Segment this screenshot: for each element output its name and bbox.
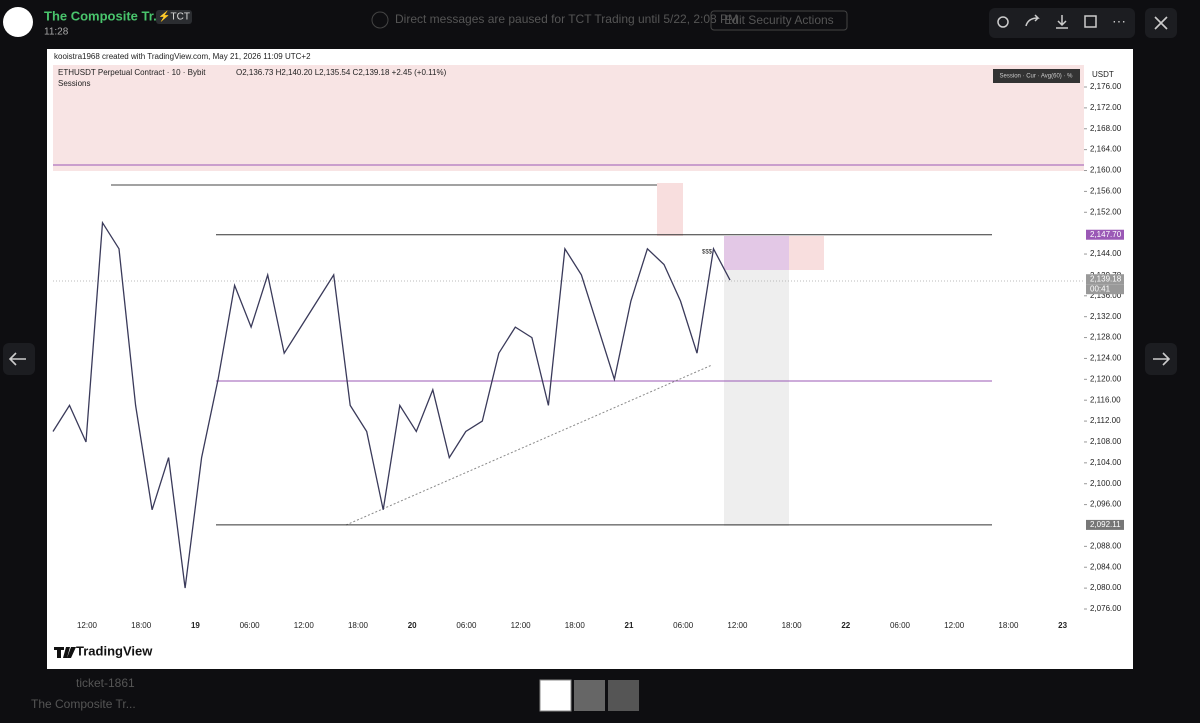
channel: ticket-1861 [76, 676, 135, 690]
thumbnail[interactable] [539, 679, 572, 712]
y-tick-label: 2,100.00 [1090, 479, 1122, 488]
y-tick-label: 2,120.00 [1090, 374, 1122, 383]
y-tick-label: 2,144.00 [1090, 249, 1122, 258]
indicator: Sessions [58, 79, 90, 88]
stop-zone-overlay [724, 236, 789, 270]
zone [657, 183, 683, 236]
close-icon[interactable] [1154, 16, 1168, 30]
chart-title: ETHUSDT Perpetual Contract · 10 · Bybit [58, 68, 206, 77]
y-tick-label: 2,096.00 [1090, 500, 1122, 509]
y-tick-label: 2,168.00 [1090, 124, 1122, 133]
x-tick-label: 21 [625, 621, 634, 630]
y-tick-label: 2,176.00 [1090, 82, 1122, 91]
brand: TradingView [76, 643, 153, 658]
y-tick-label: 2,132.00 [1090, 312, 1122, 321]
y-tick-label: 2,136.00 [1090, 291, 1122, 300]
countdown: 00:41 [1090, 284, 1111, 293]
y-tick-label: 2,164.00 [1090, 145, 1122, 154]
y-tick-label: 2,076.00 [1090, 604, 1122, 613]
download-button[interactable] [1056, 15, 1068, 29]
countdown-bg [1086, 284, 1124, 295]
target-zone [724, 270, 789, 526]
y-tick-label: 2,128.00 [1090, 333, 1122, 342]
y-tick-label: 2,084.00 [1090, 562, 1122, 571]
x-tick-label: 12:00 [511, 621, 532, 630]
ohlc: O2,136.73 H2,140.20 L2,135.54 C2,139.18 … [236, 68, 447, 77]
notice-icon [371, 11, 389, 29]
x-tick-label: 06:00 [240, 621, 261, 630]
legend-box [993, 69, 1080, 83]
prev-icon[interactable] [8, 352, 26, 366]
x-tick-label: 12:00 [727, 621, 748, 630]
y-tick-label: 2,108.00 [1090, 437, 1122, 446]
price-line [52, 220, 731, 589]
zoom-button[interactable] [997, 16, 1009, 28]
x-tick-label: 12:00 [944, 621, 965, 630]
x-tick-label: 18:00 [348, 621, 369, 630]
server-avatar [3, 7, 33, 37]
x-tick-label: 06:00 [890, 621, 911, 630]
price-badge-label: 2,092.11 [1090, 520, 1121, 529]
open-button[interactable] [1084, 15, 1097, 28]
more-button[interactable]: ··· [1112, 13, 1126, 29]
note: $$$ [702, 250, 713, 256]
y-tick-label: 2,088.00 [1090, 541, 1122, 550]
x-tick-label: 12:00 [294, 621, 315, 630]
price-badge [1086, 274, 1124, 285]
x-tick-label: 22 [841, 621, 850, 630]
price-badge-label: 2,139.18 [1090, 274, 1122, 283]
forward-button[interactable] [1025, 14, 1040, 27]
x-tick-label: 06:00 [673, 621, 694, 630]
price-badge [1086, 519, 1124, 530]
badge-bg [156, 10, 192, 24]
unit: USDT [1092, 70, 1114, 79]
x-tick-label: 06:00 [456, 621, 477, 630]
y-tick-label: 2,124.00 [1090, 354, 1122, 363]
badge: ⚡TCT [158, 10, 190, 23]
next-icon[interactable] [1153, 352, 1171, 366]
x-tick-label: 23 [1058, 621, 1067, 630]
credit: kooistra1968 created with TradingView.co… [54, 52, 311, 61]
price-badge [1086, 229, 1124, 240]
thumbnail[interactable] [574, 680, 605, 711]
y-tick-label: 2,080.00 [1090, 583, 1122, 592]
y-tick-label: 2,160.00 [1090, 166, 1122, 175]
notice: Direct messages are paused for TCT Tradi… [395, 12, 738, 26]
y-tick-label: 2,116.00 [1090, 395, 1121, 404]
trend-line [345, 364, 713, 526]
security-button[interactable] [710, 10, 848, 31]
price-badge-label: 2,147.70 [1090, 230, 1122, 239]
sidebar-server: The Composite Tr... [31, 697, 136, 711]
x-tick-label: 18:00 [998, 621, 1019, 630]
x-tick-label: 18:00 [782, 621, 803, 630]
thumbnail[interactable] [608, 680, 639, 711]
y-tick-label: 2,104.00 [1090, 458, 1122, 467]
x-tick-label: 18:00 [131, 621, 152, 630]
timestamp: 11:28 [44, 27, 69, 38]
x-tick-label: 20 [408, 621, 417, 630]
y-tick-label: 2,156.00 [1090, 187, 1122, 196]
security-button-label[interactable]: Edit Security Actions [724, 13, 833, 27]
y-tick-label: 2,152.00 [1090, 207, 1122, 216]
x-tick-label: 12:00 [77, 621, 98, 630]
x-tick-label: 19 [191, 621, 200, 630]
y-tick-label: 2,112.00 [1090, 416, 1121, 425]
legend: Session · Cur · Avg(60) · % [1000, 74, 1074, 80]
session-zone [53, 65, 1084, 171]
x-tick-label: 18:00 [565, 621, 586, 630]
y-tick-label: 2,172.00 [1090, 103, 1122, 112]
brand-logo [54, 647, 76, 658]
server-name: The Composite Tr... [44, 8, 164, 23]
